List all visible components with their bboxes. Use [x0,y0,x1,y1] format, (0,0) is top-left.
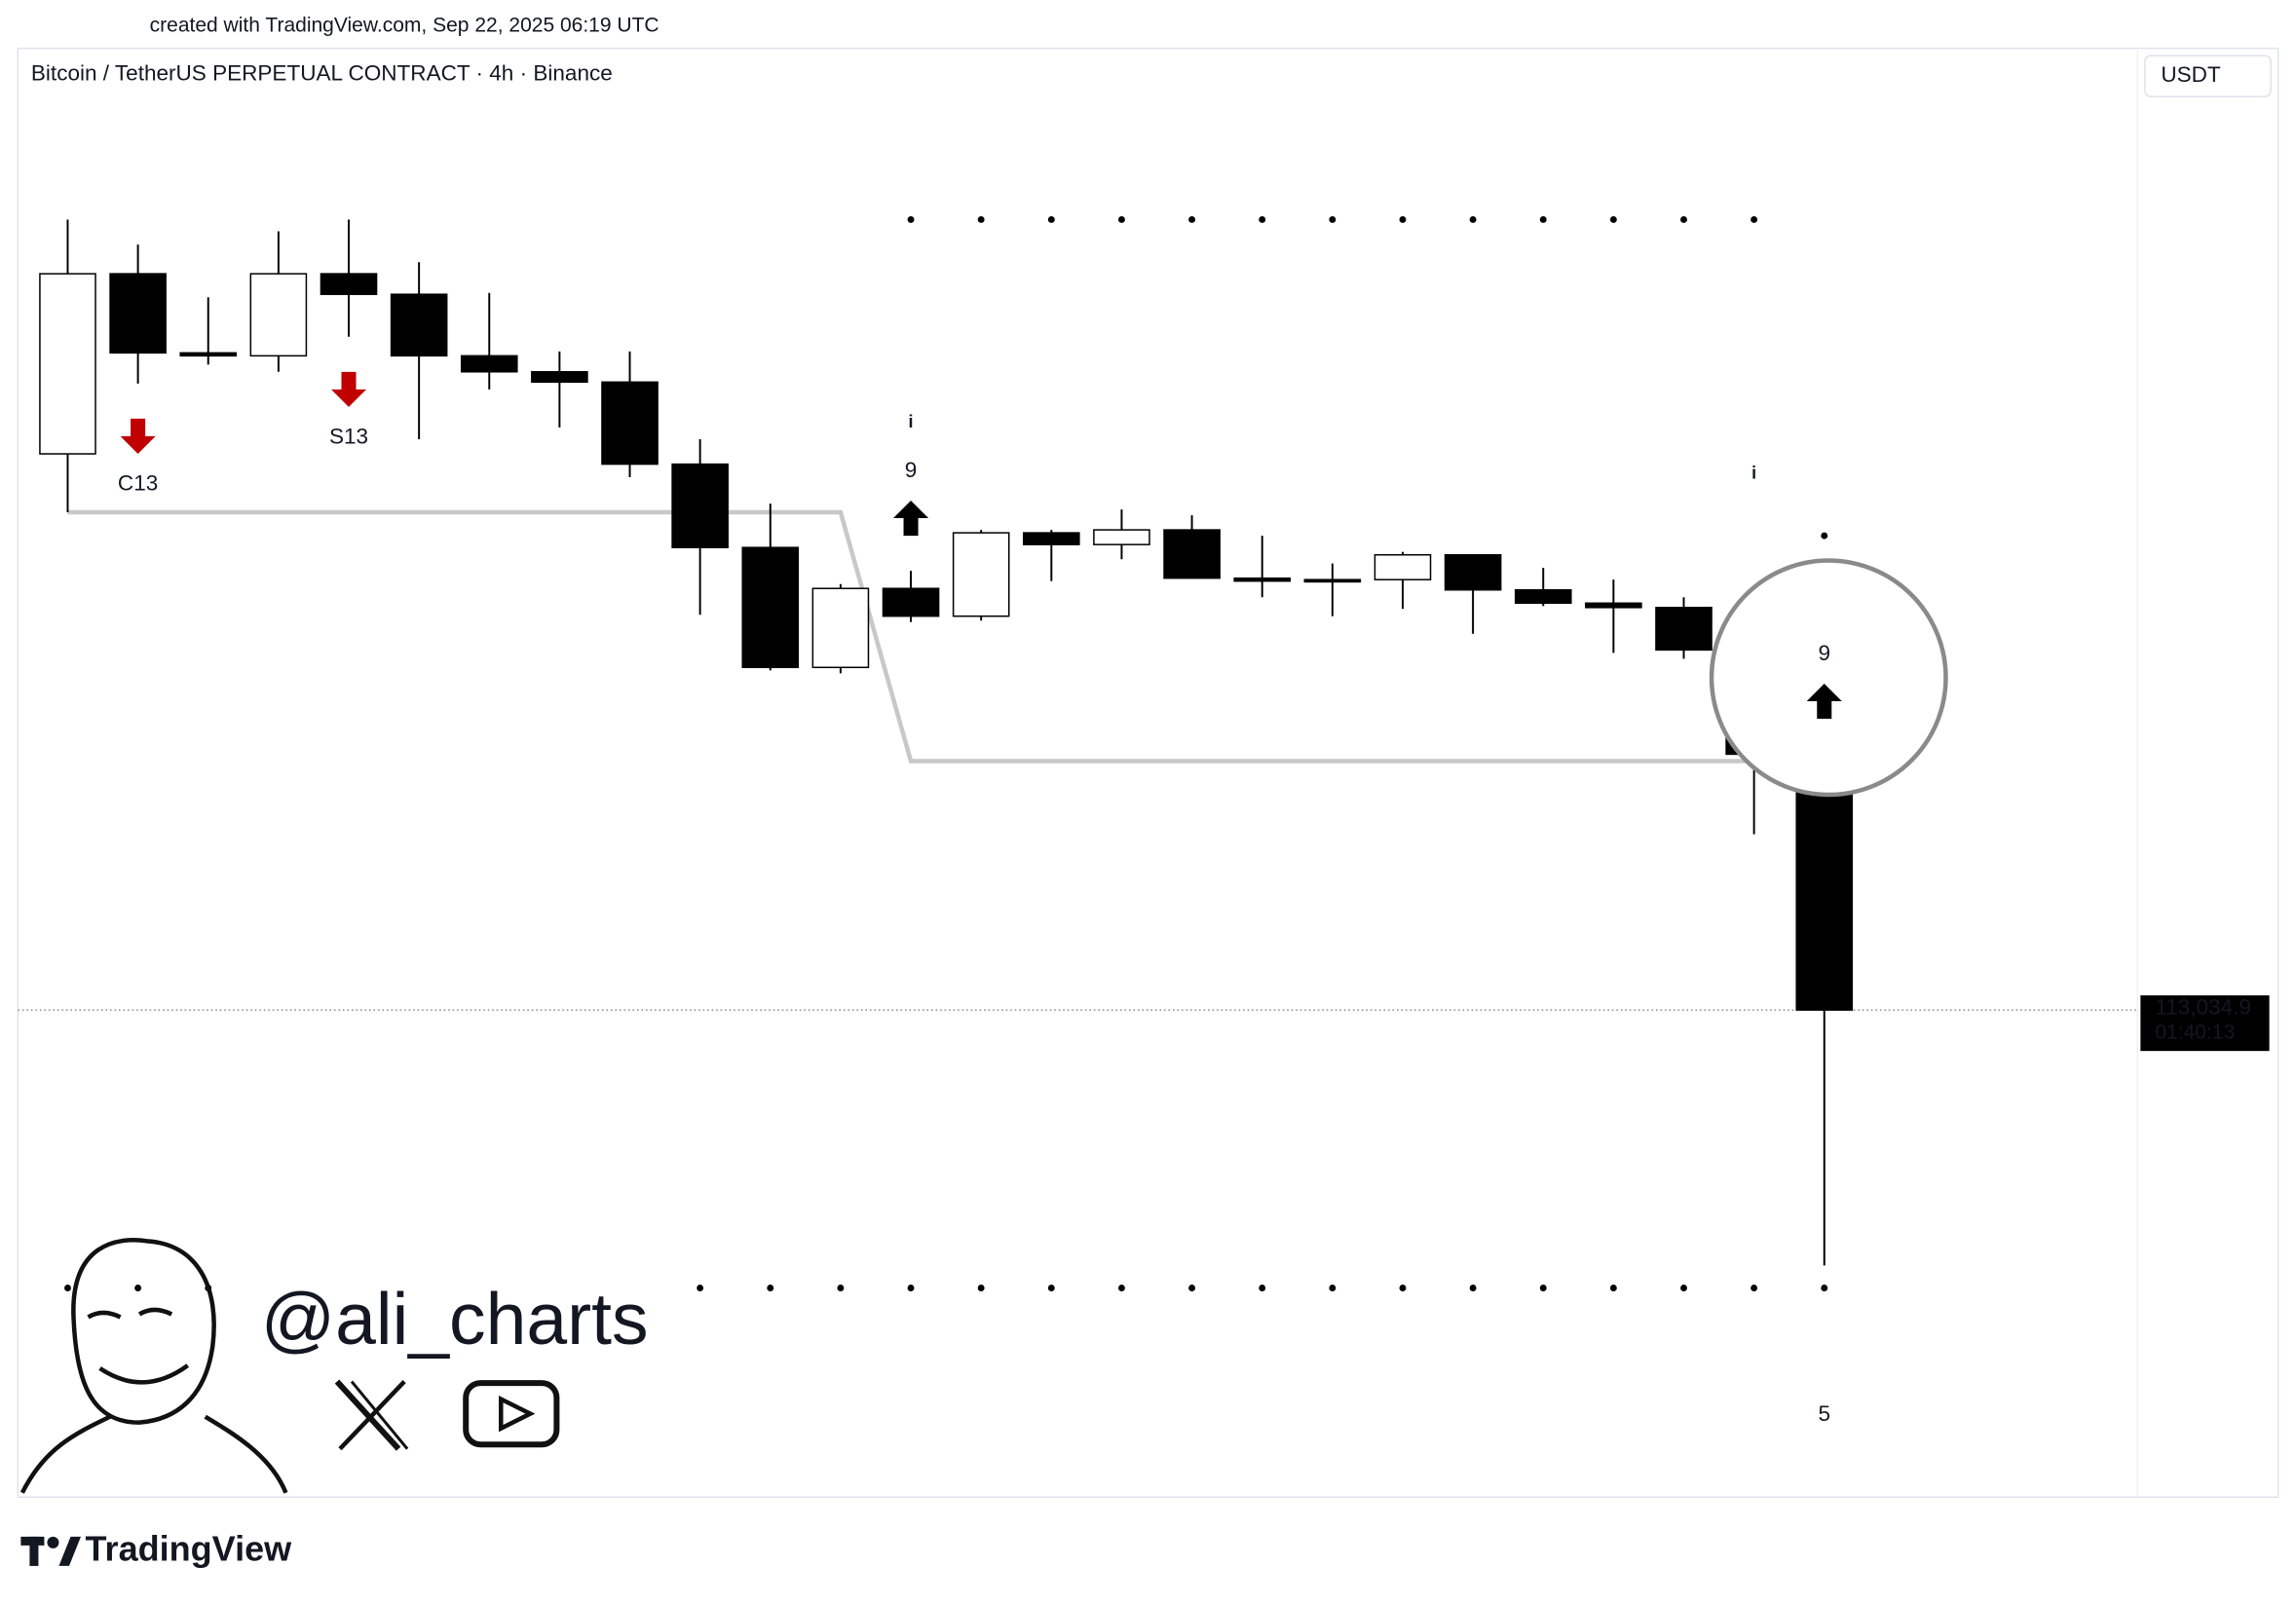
level-dot [134,1285,142,1291]
candle-body [179,352,238,357]
chart-frame [17,47,2279,1499]
candle-body [109,273,167,354]
candle-body [1585,602,1642,609]
level-dot [907,1285,915,1291]
stair-line [67,509,1754,764]
level-dot [1469,216,1477,223]
level-dot [1680,216,1687,223]
info-label: i [909,412,914,431]
level-dot [1047,1285,1055,1291]
count-label: 5 [1818,1401,1830,1426]
candle-body [1374,553,1432,580]
level-dot [1329,216,1336,223]
level-dot [1047,216,1055,223]
level-dot [1188,216,1196,223]
candle-body [601,381,659,466]
level-dot [767,1285,774,1291]
level-dot [1329,1285,1336,1291]
level-dot [837,1285,845,1291]
level-dot [1259,1285,1266,1291]
level-dot [1821,1285,1828,1291]
x-icon [334,1379,409,1451]
candle-body [741,546,800,669]
signal-arrow [893,501,929,537]
youtube-icon [463,1380,560,1448]
candle-body [1655,607,1713,652]
candle-body [811,587,870,669]
brand: TradingView [86,1528,293,1568]
candle-body [1444,553,1502,591]
level-dot [1680,1285,1687,1291]
level-dot [1539,1285,1547,1291]
countdown-label: 01:40:13 [2155,1022,2235,1044]
level-dot [1821,532,1828,540]
buy-label: 9 [905,458,918,482]
candle-body [671,463,729,548]
info-label: i [1751,464,1756,483]
candle-body [531,371,588,384]
level-dot [907,216,915,223]
last-price-label: 113,034.9 [2155,995,2251,1020]
level-dot [1259,216,1266,223]
candle-body [460,354,518,373]
level-dot [1399,216,1407,223]
level-dot [977,1285,985,1291]
sell-label: C13 [118,470,158,495]
signal-arrow [1806,683,1842,720]
level-dot [1399,1285,1407,1291]
credit: created with TradingView.com, Sep 22, 20… [150,15,659,37]
level-dot [977,216,985,223]
candle-body [320,273,378,295]
level-dot [1609,216,1617,223]
level-dot [64,1285,71,1291]
highlight-circle [1709,558,1948,798]
level-dot [1117,1285,1125,1291]
candle-body [952,532,1010,617]
level-dot [1750,216,1758,223]
level-dot [1750,1285,1758,1291]
candle-body [1163,529,1221,579]
level-dot [1539,216,1547,223]
currency[interactable]: USDT [2161,62,2221,87]
candle-body [1514,588,1572,605]
level-dot [1188,1285,1196,1291]
level-dot [1469,1285,1477,1291]
level-dot [696,1285,704,1291]
candle-body [39,273,96,455]
last-price-box [2140,995,2270,1052]
level-dot [1117,216,1125,223]
candle-body [1023,532,1080,545]
level-dot [1609,1285,1617,1291]
candle-body [1093,529,1150,545]
avatar [19,1238,288,1494]
candle-body [249,273,308,357]
candle-body [1795,753,1854,1011]
candle-body [1233,577,1292,582]
buy-label: 9 [1818,641,1830,665]
handle: @ali_charts [261,1278,649,1360]
brand-logo [20,1536,82,1566]
candle-body [390,293,448,357]
currency-button[interactable] [2144,55,2272,97]
chart-title: Bitcoin / TetherUS PERPETUAL CONTRACT · … [31,61,613,86]
candle-body [1303,578,1362,583]
candle-body [882,587,940,617]
sell-label: S13 [329,424,368,448]
